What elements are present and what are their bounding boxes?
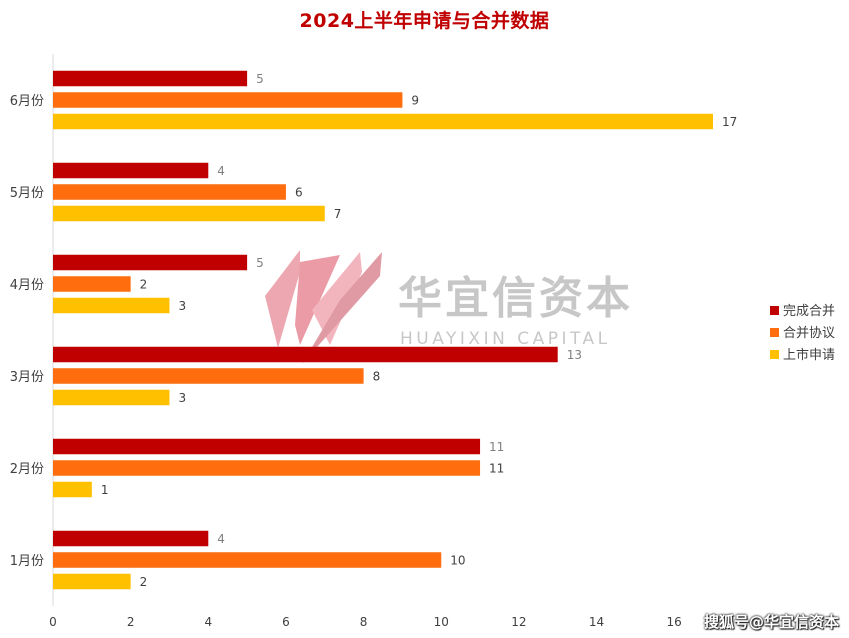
bar xyxy=(53,205,325,222)
data-label: 1 xyxy=(101,483,109,497)
bar xyxy=(53,184,286,200)
data-label: 11 xyxy=(489,462,504,476)
bar xyxy=(53,297,170,314)
y-tick-label: 4月份 xyxy=(10,278,44,293)
data-label: 3 xyxy=(178,391,186,405)
x-tick-label: 6 xyxy=(282,615,290,629)
bar xyxy=(53,254,248,271)
x-tick-label: 2 xyxy=(127,615,135,629)
bar xyxy=(53,438,481,455)
data-label: 6 xyxy=(295,186,303,200)
logo-brand-en: HUAYIXIN CAPITAL xyxy=(400,329,611,349)
legend-swatch xyxy=(770,306,779,315)
logo-brand-cn: 华宜信资本 xyxy=(398,273,633,324)
data-label: 2 xyxy=(140,278,148,292)
y-tick-label: 3月份 xyxy=(10,370,44,385)
legend-swatch xyxy=(770,350,779,359)
data-label: 5 xyxy=(256,256,264,270)
data-label: 3 xyxy=(178,299,186,313)
y-tick-label: 2月份 xyxy=(10,462,44,477)
data-label: 4 xyxy=(217,532,225,546)
bar xyxy=(53,70,248,87)
data-label: 7 xyxy=(334,207,342,221)
data-label: 10 xyxy=(450,554,465,568)
legend-label: 合并协议 xyxy=(783,326,835,341)
x-tick-label: 0 xyxy=(49,615,57,629)
bar xyxy=(53,481,92,498)
x-tick-label: 4 xyxy=(204,615,212,629)
data-label: 13 xyxy=(567,348,582,362)
data-label: 5 xyxy=(256,72,264,86)
bar xyxy=(53,530,209,547)
data-label: 8 xyxy=(373,370,381,384)
legend-label: 完成合并 xyxy=(783,304,835,319)
data-label: 17 xyxy=(722,115,737,129)
bar xyxy=(53,573,131,590)
legend-swatch xyxy=(770,328,779,337)
y-tick-label: 1月份 xyxy=(10,554,44,569)
y-tick-label: 5月份 xyxy=(10,186,44,201)
x-tick-label: 12 xyxy=(511,615,526,629)
bar xyxy=(53,276,131,292)
data-label: 4 xyxy=(217,164,225,178)
data-label: 9 xyxy=(411,94,419,108)
y-tick-label: 6月份 xyxy=(10,94,44,109)
x-tick-label: 14 xyxy=(589,615,604,629)
chart-title: 2024上半年申请与合并数据 xyxy=(299,10,550,32)
bar xyxy=(53,460,481,476)
x-tick-label: 10 xyxy=(434,615,449,629)
bar xyxy=(53,552,442,568)
bar xyxy=(53,113,713,130)
bar xyxy=(53,346,558,363)
huayixin-logo-watermark: 华宜信资本 HUAYIXIN CAPITAL xyxy=(265,250,633,364)
x-tick-label: 16 xyxy=(667,615,682,629)
data-label: 11 xyxy=(489,440,504,454)
bar xyxy=(53,92,403,108)
legend-label: 上市申请 xyxy=(783,347,835,363)
bar xyxy=(53,162,209,179)
x-tick-label: 8 xyxy=(360,615,368,629)
bar xyxy=(53,368,364,384)
source-watermark: 搜狐号@华宜信资本 xyxy=(703,613,839,631)
bar xyxy=(53,389,170,406)
data-label: 2 xyxy=(140,575,148,589)
